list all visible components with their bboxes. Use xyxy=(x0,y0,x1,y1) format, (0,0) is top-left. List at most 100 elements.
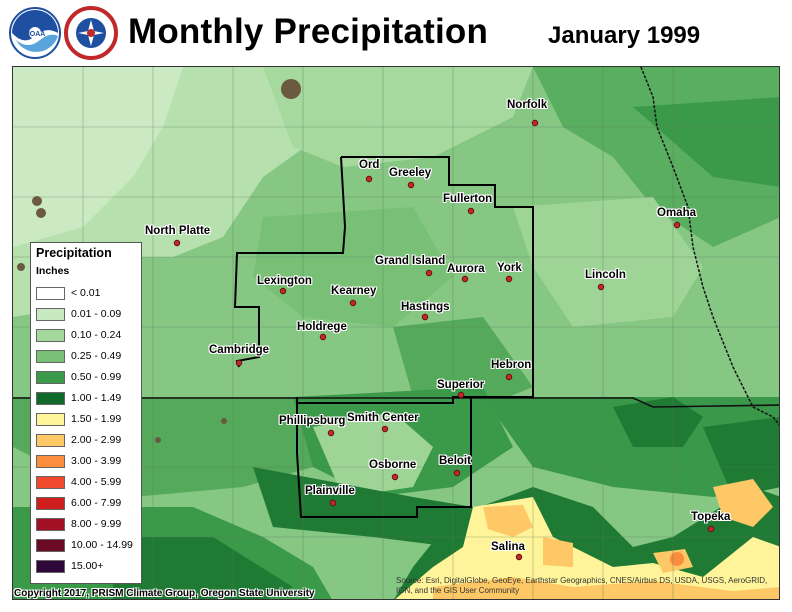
map-header: NOAA Monthly Precipitation January 1999 xyxy=(0,0,792,66)
city-label-north-platte: North Platte xyxy=(145,225,211,237)
legend-swatch xyxy=(36,539,65,552)
city-label-phillipsburg: Phillipsburg xyxy=(279,415,346,427)
legend-row: 2.00 - 2.99 xyxy=(36,434,140,448)
legend-swatch xyxy=(36,350,65,363)
city-label-greeley: Greeley xyxy=(389,167,432,179)
legend-row: 3.00 - 3.99 xyxy=(36,455,140,469)
city-dot-plainville xyxy=(329,499,337,507)
legend-row: < 0.01 xyxy=(36,287,140,301)
city-dot-superior xyxy=(457,391,465,399)
svg-text:NOAA: NOAA xyxy=(25,31,46,38)
legend-row: 1.50 - 1.99 xyxy=(36,413,140,427)
precipitation-legend: Precipitation Inches < 0.01 0.01 - 0.09 0.… xyxy=(30,242,142,584)
city-label-osborne: Osborne xyxy=(369,459,417,471)
city-dot-beloit xyxy=(453,469,461,477)
legend-label: 2.00 - 2.99 xyxy=(71,434,122,446)
source-attribution: Source: Esri, DigitalGlobe, GeoEye, Eart… xyxy=(396,576,776,596)
city-label-ord: Ord xyxy=(359,159,380,171)
legend-label: 3.00 - 3.99 xyxy=(71,455,122,467)
legend-title: Precipitation xyxy=(36,246,112,260)
city-label-superior: Superior xyxy=(437,379,485,391)
city-dot-phillipsburg xyxy=(327,429,335,437)
legend-swatch xyxy=(36,329,65,342)
city-dot-osborne xyxy=(391,473,399,481)
legend-row: 6.00 - 7.99 xyxy=(36,497,140,511)
city-label-fullerton: Fullerton xyxy=(443,193,493,205)
nws-logo-icon xyxy=(64,6,118,60)
city-dot-cambridge xyxy=(235,359,243,367)
legend-label: 0.25 - 0.49 xyxy=(71,350,122,362)
city-label-kearney: Kearney xyxy=(331,285,377,297)
city-dot-norfolk xyxy=(531,119,539,127)
city-dot-north-platte xyxy=(173,239,181,247)
legend-label: 1.50 - 1.99 xyxy=(71,413,122,425)
legend-row: 8.00 - 9.99 xyxy=(36,518,140,532)
city-label-beloit: Beloit xyxy=(439,455,471,467)
legend-label: 0.50 - 0.99 xyxy=(71,371,122,383)
map-title: Monthly Precipitation xyxy=(128,12,489,51)
legend-row: 15.00+ xyxy=(36,560,140,574)
city-label-aurora: Aurora xyxy=(447,263,485,275)
city-dot-grand-island xyxy=(425,269,433,277)
legend-row: 0.10 - 0.24 xyxy=(36,329,140,343)
legend-label: 4.00 - 5.99 xyxy=(71,476,122,488)
city-dot-hastings xyxy=(421,313,429,321)
city-dot-hebron xyxy=(505,373,513,381)
legend-label: 15.00+ xyxy=(71,560,104,572)
city-dot-smith-center xyxy=(381,425,389,433)
legend-swatch xyxy=(36,476,65,489)
legend-row: 10.00 - 14.99 xyxy=(36,539,140,553)
city-label-topeka: Topeka xyxy=(691,511,731,523)
city-label-york: York xyxy=(497,262,522,274)
city-label-hastings: Hastings xyxy=(401,301,450,313)
map-date: January 1999 xyxy=(548,22,701,49)
noaa-logo-icon: NOAA xyxy=(9,7,61,59)
city-dot-aurora xyxy=(461,275,469,283)
city-dot-lexington xyxy=(279,287,287,295)
legend-label: 1.00 - 1.49 xyxy=(71,392,122,404)
city-dot-ord xyxy=(365,175,373,183)
legend-label: < 0.01 xyxy=(71,287,101,299)
legend-row: 0.25 - 0.49 xyxy=(36,350,140,364)
legend-label: 0.01 - 0.09 xyxy=(71,308,122,320)
city-label-grand-island: Grand Island xyxy=(375,255,446,267)
legend-row: 4.00 - 5.99 xyxy=(36,476,140,490)
city-dot-holdrege xyxy=(319,333,327,341)
city-label-norfolk: Norfolk xyxy=(507,99,548,111)
source-line-2: IGN, and the GIS User Community xyxy=(396,586,520,595)
legend-row: 0.50 - 0.99 xyxy=(36,371,140,385)
legend-swatch xyxy=(36,392,65,405)
city-label-salina: Salina xyxy=(491,541,525,553)
city-label-lexington: Lexington xyxy=(257,275,312,287)
copyright-text: Copyright 2017, PRISM Climate Group, Ore… xyxy=(14,588,315,599)
legend-swatch xyxy=(36,434,65,447)
legend-swatch xyxy=(36,455,65,468)
legend-swatch xyxy=(36,308,65,321)
city-label-smith-center: Smith Center xyxy=(347,412,419,424)
city-dot-kearney xyxy=(349,299,357,307)
legend-row: 1.00 - 1.49 xyxy=(36,392,140,406)
legend-row: 0.01 - 0.09 xyxy=(36,308,140,322)
city-markers xyxy=(173,119,715,561)
legend-swatch xyxy=(36,560,65,573)
city-dot-greeley xyxy=(407,181,415,189)
city-dot-omaha xyxy=(673,221,681,229)
legend-label: 10.00 - 14.99 xyxy=(71,539,133,551)
legend-swatch xyxy=(36,287,65,300)
city-dot-salina xyxy=(515,553,523,561)
city-label-holdrege: Holdrege xyxy=(297,321,347,333)
city-label-plainville: Plainville xyxy=(305,485,355,497)
legend-swatch xyxy=(36,497,65,510)
source-line-1: Source: Esri, DigitalGlobe, GeoEye, Eart… xyxy=(396,576,768,585)
legend-label: 8.00 - 9.99 xyxy=(71,518,122,530)
legend-label: 0.10 - 0.24 xyxy=(71,329,122,341)
city-dot-topeka xyxy=(707,525,715,533)
legend-swatch xyxy=(36,371,65,384)
city-label-lincoln: Lincoln xyxy=(585,269,626,281)
legend-label: 6.00 - 7.99 xyxy=(71,497,122,509)
legend-units: Inches xyxy=(36,265,70,277)
city-dot-lincoln xyxy=(597,283,605,291)
legend-swatch xyxy=(36,413,65,426)
city-label-cambridge: Cambridge xyxy=(209,344,270,356)
city-label-hebron: Hebron xyxy=(491,359,532,371)
